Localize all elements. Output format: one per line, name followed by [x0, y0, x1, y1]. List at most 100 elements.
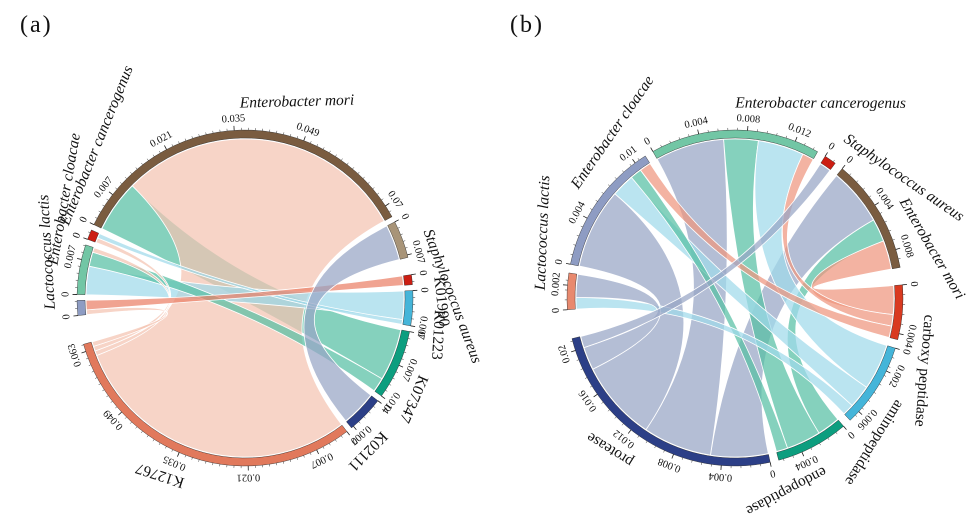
- minor-tick: [849, 173, 852, 176]
- major-tick: [411, 273, 416, 276]
- minor-tick: [614, 177, 617, 180]
- minor-tick: [283, 461, 285, 464]
- minor-tick: [124, 176, 127, 179]
- major-tick: [316, 449, 319, 455]
- minor-tick: [135, 426, 138, 429]
- panel-a: (a) 0 0 0.007 0 0 0.007 0.021 0.035 0.049 0.07 0 0.…: [20, 12, 485, 491]
- sector-label-lactis_b: Lactococcus lactis: [532, 175, 554, 292]
- minor-tick: [115, 187, 118, 190]
- tick-label: 0.007: [308, 450, 334, 470]
- minor-tick: [368, 411, 371, 414]
- sector-arc-cancero_b: [652, 129, 818, 159]
- tick-label: 0: [61, 314, 72, 320]
- minor-tick: [205, 132, 207, 135]
- tick-label: 0.008: [656, 455, 682, 474]
- sector-label-endo: endopeptidase: [743, 463, 830, 519]
- sector-arc-K01990: [403, 274, 413, 286]
- minor-tick: [629, 163, 632, 167]
- minor-tick: [198, 134, 200, 137]
- minor-tick: [570, 253, 573, 255]
- minor-tick: [329, 443, 331, 446]
- minor-tick: [352, 167, 355, 170]
- tick-label: 0: [78, 215, 90, 225]
- minor-tick: [385, 389, 388, 392]
- minor-tick: [785, 135, 788, 139]
- chord-diagram-a: 000.007000.0070.0210.0350.0490.0700.0070…: [35, 63, 485, 491]
- minor-tick: [401, 358, 404, 360]
- major-tick: [77, 258, 82, 260]
- minor-tick: [372, 187, 375, 190]
- sector-arc-mori_a: [93, 129, 393, 229]
- sector-arc-K07347: [374, 329, 410, 397]
- major-tick: [824, 152, 828, 157]
- minor-tick: [141, 430, 143, 434]
- minor-tick: [141, 162, 143, 165]
- major-tick: [385, 203, 390, 207]
- minor-tick: [178, 141, 180, 144]
- major-tick: [353, 426, 357, 430]
- minor-tick: [861, 407, 864, 410]
- minor-tick: [335, 154, 337, 157]
- minor-tick: [198, 459, 200, 462]
- minor-tick: [601, 192, 604, 194]
- minor-tick: [362, 176, 365, 179]
- minor-tick: [81, 344, 84, 346]
- minor-tick: [289, 459, 291, 463]
- sector-label-cancero_b: Enterobacter cancerogenus: [734, 95, 906, 112]
- sector-arc-K02111: [346, 395, 379, 429]
- tick-label: 0.007: [63, 244, 79, 270]
- minor-tick: [381, 198, 384, 201]
- major-tick: [377, 400, 382, 404]
- major-tick: [81, 351, 86, 354]
- minor-tick: [130, 172, 133, 175]
- ribbon-cloacae_a-K12767: [92, 247, 171, 356]
- minor-tick: [98, 383, 101, 386]
- minor-tick: [614, 416, 617, 419]
- sector-arc-lactis_b: [566, 272, 578, 310]
- ribbon-aureus_a-K02111: [303, 225, 400, 422]
- tick-label: 0.002: [550, 272, 563, 296]
- major-tick: [410, 325, 416, 327]
- sector-arc-carboxy: [889, 284, 904, 340]
- tick-label: 0: [908, 281, 919, 287]
- tick-label: 0: [551, 307, 562, 313]
- minor-tick: [879, 383, 882, 386]
- minor-tick: [576, 359, 579, 361]
- tick-label: 0: [71, 231, 83, 240]
- panel-b-label: (b): [510, 12, 544, 38]
- sector-arc-K12767: [83, 341, 348, 467]
- major-tick: [89, 222, 95, 225]
- sector-arcs: [566, 129, 904, 467]
- major-tick: [394, 219, 399, 223]
- minor-tick: [184, 138, 187, 141]
- minor-tick: [397, 227, 400, 229]
- tick-label: 0.007: [414, 315, 429, 340]
- tick-label: 0.035: [221, 113, 245, 126]
- sector-arcs: [76, 129, 414, 467]
- minor-tick: [357, 171, 360, 174]
- minor-tick: [868, 400, 871, 402]
- minor-tick: [869, 195, 872, 198]
- minor-tick: [346, 162, 349, 165]
- major-tick: [164, 145, 167, 150]
- sector-arc-K01223: [402, 290, 414, 327]
- minor-tick: [106, 395, 109, 398]
- minor-tick: [660, 144, 662, 148]
- minor-tick: [322, 446, 325, 449]
- major-tick: [583, 215, 588, 219]
- tick-label: 0: [381, 402, 393, 413]
- panel-a-label: (a): [20, 12, 53, 38]
- minor-tick: [395, 371, 399, 373]
- major-tick: [118, 411, 122, 416]
- major-tick: [886, 370, 891, 374]
- minor-tick: [589, 385, 593, 388]
- minor-tick: [873, 392, 876, 394]
- major-tick: [346, 431, 350, 436]
- minor-tick: [184, 455, 186, 458]
- sector-arc-cloacae_b: [570, 155, 650, 267]
- minor-tick: [576, 234, 579, 237]
- minor-tick: [171, 449, 173, 452]
- tick-label: 0.004: [902, 323, 918, 349]
- minor-tick: [570, 340, 573, 342]
